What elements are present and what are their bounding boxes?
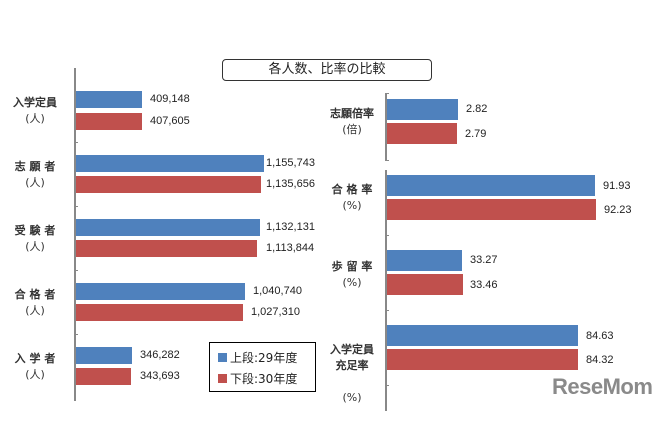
bar-30 bbox=[387, 274, 463, 295]
category-unit: (%) bbox=[342, 276, 362, 289]
category-label: 志 願 者 (人) bbox=[5, 159, 65, 191]
bar-29 bbox=[76, 347, 132, 364]
value-29: 1,155,743 bbox=[266, 157, 315, 169]
category-label: 入 学 者 (人) bbox=[5, 351, 65, 383]
category-name: 入 学 者 bbox=[14, 352, 56, 365]
legend-item-29: 上段:29年度 bbox=[218, 349, 297, 366]
category-label: 合 格 率 (%) bbox=[322, 182, 382, 214]
axis-tick bbox=[385, 93, 389, 94]
value-29: 33.27 bbox=[470, 254, 498, 266]
category-name: 歩 留 率 bbox=[331, 260, 373, 273]
axis-tick bbox=[74, 142, 78, 143]
value-29: 91.93 bbox=[603, 180, 631, 192]
category-unit: (倍) bbox=[342, 123, 362, 136]
value-30: 2.79 bbox=[465, 128, 487, 140]
bar-29 bbox=[76, 91, 142, 108]
category-unit: (人) bbox=[25, 368, 45, 381]
category-name: 入学定員 充足率 bbox=[330, 343, 374, 372]
category-unit: (人) bbox=[25, 304, 45, 317]
category-unit: (人) bbox=[25, 112, 45, 125]
category-name: 志 願 者 bbox=[14, 160, 56, 173]
bar-29 bbox=[76, 219, 260, 236]
bar-29 bbox=[387, 175, 595, 196]
category-unit: (%) bbox=[342, 391, 362, 404]
value-30: 407,605 bbox=[150, 115, 190, 127]
legend-label: 下段:30年度 bbox=[230, 372, 298, 386]
legend-item-30: 下段:30年度 bbox=[218, 370, 297, 387]
category-unit: (人) bbox=[25, 240, 45, 253]
chart-title: 各人数、比率の比較 bbox=[222, 59, 432, 81]
category-name: 入学定員 bbox=[13, 96, 57, 109]
category-label: 志願倍率 (倍) bbox=[322, 106, 382, 138]
category-name: 受 験 者 bbox=[14, 224, 56, 237]
bar-30 bbox=[387, 199, 596, 220]
value-30: 92.23 bbox=[604, 204, 632, 216]
left-axis bbox=[74, 68, 76, 401]
category-label: 合 格 者 (人) bbox=[5, 287, 65, 319]
axis-tick bbox=[385, 385, 389, 386]
bar-29 bbox=[76, 155, 264, 172]
bar-29 bbox=[76, 283, 245, 300]
value-30: 1,027,310 bbox=[251, 306, 300, 318]
value-30: 1,135,656 bbox=[266, 178, 315, 190]
category-name: 合 格 者 bbox=[14, 288, 56, 301]
value-29: 2.82 bbox=[466, 103, 488, 115]
value-30: 343,693 bbox=[140, 370, 180, 382]
axis-tick bbox=[74, 206, 78, 207]
bar-30 bbox=[76, 113, 142, 130]
value-29: 1,040,740 bbox=[253, 285, 302, 297]
legend-swatch-red bbox=[218, 374, 227, 383]
value-29: 1,132,131 bbox=[266, 221, 315, 233]
bar-30 bbox=[76, 304, 243, 321]
category-label: 入学定員 (人) bbox=[5, 95, 65, 127]
category-unit: (人) bbox=[25, 176, 45, 189]
value-29: 346,282 bbox=[140, 349, 180, 361]
bar-29 bbox=[387, 99, 458, 120]
category-label: 入学定員 充足率 (%) bbox=[322, 326, 382, 422]
category-name: 合 格 率 bbox=[331, 183, 373, 196]
category-label: 歩 留 率 (%) bbox=[322, 259, 382, 291]
category-unit: (%) bbox=[342, 199, 362, 212]
category-label: 受 験 者 (人) bbox=[5, 223, 65, 255]
right-axis-2 bbox=[385, 170, 387, 411]
axis-tick bbox=[385, 235, 389, 236]
value-29: 84.63 bbox=[586, 330, 614, 342]
axis-tick bbox=[74, 270, 78, 271]
axis-tick bbox=[385, 160, 389, 161]
right-axis-1 bbox=[385, 93, 387, 161]
axis-tick bbox=[385, 310, 389, 311]
bar-30 bbox=[76, 176, 261, 193]
legend-label: 上段:29年度 bbox=[230, 351, 298, 365]
bar-30 bbox=[76, 240, 257, 257]
value-29: 409,148 bbox=[150, 93, 190, 105]
value-30: 84.32 bbox=[586, 354, 614, 366]
value-30: 33.46 bbox=[470, 279, 498, 291]
legend-swatch-blue bbox=[218, 353, 227, 362]
bar-30 bbox=[387, 349, 578, 370]
legend: 上段:29年度 下段:30年度 bbox=[209, 342, 316, 392]
axis-tick bbox=[74, 334, 78, 335]
category-name: 志願倍率 bbox=[330, 107, 374, 120]
resemom-logo: ReseMom bbox=[552, 374, 653, 399]
bar-30 bbox=[76, 368, 131, 385]
bar-30 bbox=[387, 123, 457, 144]
bar-29 bbox=[387, 325, 578, 346]
value-30: 1,113,844 bbox=[266, 242, 315, 254]
bar-29 bbox=[387, 250, 462, 271]
